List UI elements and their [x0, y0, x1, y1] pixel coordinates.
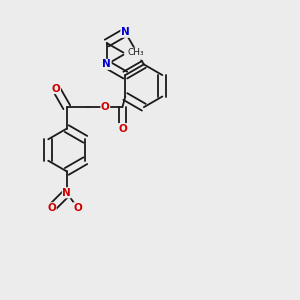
Text: O: O — [101, 102, 110, 112]
Text: O: O — [52, 84, 61, 94]
Text: O: O — [73, 203, 82, 213]
Text: N: N — [102, 59, 111, 69]
Text: CH₃: CH₃ — [128, 48, 145, 57]
Text: O: O — [47, 203, 56, 213]
Text: N: N — [121, 27, 130, 37]
Text: CH₃: CH₃ — [128, 50, 145, 59]
Text: O: O — [118, 124, 127, 134]
Text: N: N — [62, 188, 71, 198]
